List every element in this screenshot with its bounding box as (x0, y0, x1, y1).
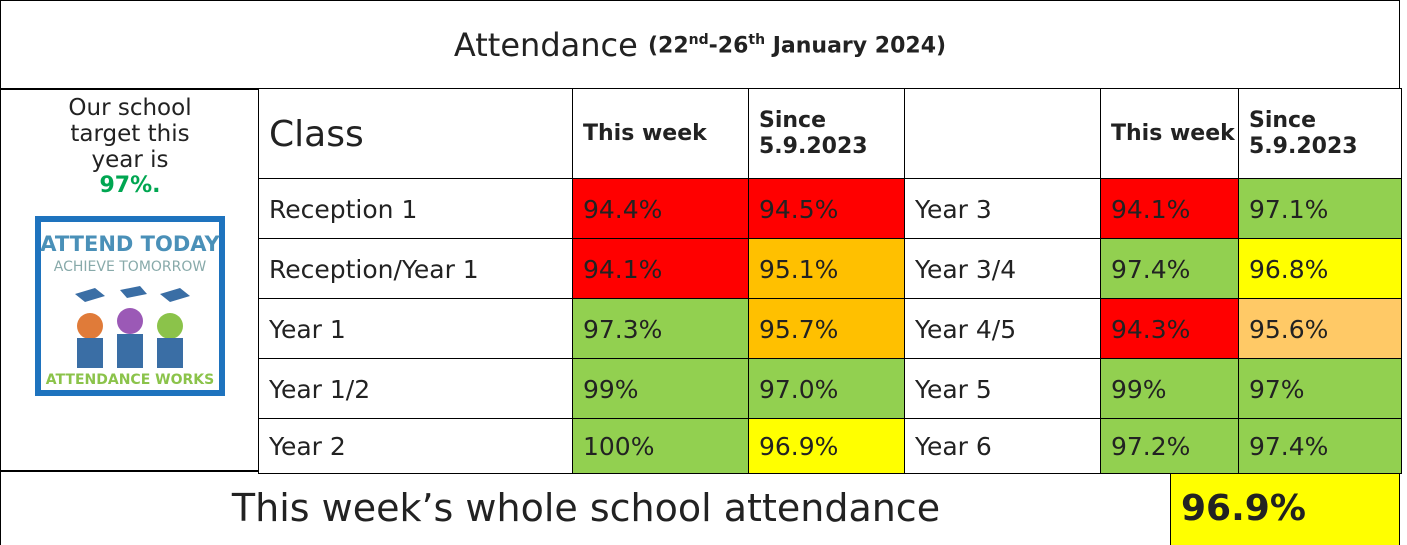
table-cell: 94.1% (1100, 178, 1240, 240)
cell-text: 97.4% (1111, 255, 1190, 284)
cell-text: 94.1% (1111, 195, 1190, 224)
table-cell: 99% (572, 358, 750, 420)
table-cell: 96.8% (1238, 238, 1402, 300)
cell-text: Year 3/4 (915, 255, 1016, 284)
cell-text: 97.4% (1249, 432, 1328, 461)
badge-line: ACHIEVE TOMORROW (54, 259, 207, 275)
table-cell: Year 3/4 (904, 238, 1102, 300)
table-cell: 94.5% (748, 178, 906, 240)
table-cell: 97% (1238, 358, 1402, 420)
cell-text: Since 5.9.2023 (1249, 108, 1401, 161)
cell-text: 94.1% (583, 255, 662, 284)
cell-text: Class (269, 114, 364, 155)
cell-text: Year 1/2 (269, 375, 370, 404)
cell-text: Year 4/5 (915, 315, 1016, 344)
cell-text: 97.0% (759, 375, 838, 404)
table-cell: 97.4% (1238, 418, 1402, 474)
footer-label: This week’s whole school attendance (232, 486, 940, 530)
attendance-sheet: Attendance (22nd-26th January 2024) Our … (0, 0, 1407, 543)
footer-value: 96.9% (1181, 488, 1306, 529)
header-cell: This week (572, 88, 750, 180)
cell-text: 97.2% (1111, 432, 1190, 461)
table-cell: Year 3 (904, 178, 1102, 240)
table-cell: 97.2% (1100, 418, 1240, 474)
cell-text: Reception/Year 1 (269, 255, 479, 284)
table-cell: 96.9% (748, 418, 906, 474)
table-cell: 97.3% (572, 298, 750, 360)
footer-value-cell: 96.9% (1170, 470, 1400, 545)
cell-text: 100% (583, 432, 654, 461)
cell-text: This week (583, 121, 707, 147)
header-cell: Since 5.9.2023 (1238, 88, 1402, 180)
cell-text: 95.1% (759, 255, 838, 284)
cell-text: This week (1111, 121, 1235, 147)
cell-text: Since 5.9.2023 (759, 108, 905, 161)
table-cell: 94.4% (572, 178, 750, 240)
table-cell: 97.1% (1238, 178, 1402, 240)
cell-text: 94.5% (759, 195, 838, 224)
date-start: (22 (648, 33, 689, 58)
table-cell: 94.1% (572, 238, 750, 300)
table-cell: Year 2 (258, 418, 574, 474)
cell-text: 94.4% (583, 195, 662, 224)
badge: ATTEND TODAY ACHIEVE TOMORROW ATTENDANCE… (35, 216, 225, 396)
table-cell: 95.6% (1238, 298, 1402, 360)
date-mid: -26 (709, 33, 749, 58)
table-cell: 94.3% (1100, 298, 1240, 360)
cell-text: Year 3 (915, 195, 992, 224)
title-cell: Attendance (22nd-26th January 2024) (0, 0, 1400, 90)
table-cell: 100% (572, 418, 750, 474)
table-cell: Reception 1 (258, 178, 574, 240)
cell-text: 95.6% (1249, 315, 1328, 344)
cell-text: 97% (1249, 375, 1305, 404)
badge-line: ATTEND TODAY (40, 232, 220, 256)
badge-line: ATTENDANCE WORKS (46, 372, 214, 388)
header-cell: This week (1100, 88, 1240, 180)
table-cell: Year 5 (904, 358, 1102, 420)
table-cell: 95.1% (748, 238, 906, 300)
date: (22nd-26th January 2024) (648, 32, 946, 58)
cell-text: 97.1% (1249, 195, 1328, 224)
date-sup: th (748, 32, 765, 48)
target-value: 97%. (99, 173, 160, 198)
cell-text: Year 6 (915, 432, 992, 461)
table-cell: Year 1 (258, 298, 574, 360)
cell-text: 99% (583, 375, 639, 404)
cell-text: 94.3% (1111, 315, 1190, 344)
target-text: Our school target this year is (45, 95, 215, 173)
target-panel: Our school target this year is 97%. ATTE… (0, 88, 260, 472)
table-cell: Year 6 (904, 418, 1102, 474)
cell-text: Reception 1 (269, 195, 417, 224)
date-end: January 2024) (765, 33, 946, 58)
cell-text: 96.8% (1249, 255, 1328, 284)
footer-label-cell: This week’s whole school attendance (0, 470, 1172, 545)
table-cell: 97.0% (748, 358, 906, 420)
table-cell: 95.7% (748, 298, 906, 360)
cell-text: 95.7% (759, 315, 838, 344)
header-cell (904, 88, 1102, 180)
date-sup: nd (689, 32, 709, 48)
cell-text: 96.9% (759, 432, 838, 461)
table-cell: Year 1/2 (258, 358, 574, 420)
table-cell: 99% (1100, 358, 1240, 420)
cell-text: Year 5 (915, 375, 992, 404)
cell-text: 97.3% (583, 315, 662, 344)
table-cell: 97.4% (1100, 238, 1240, 300)
table-cell: Reception/Year 1 (258, 238, 574, 300)
cell-text: Year 2 (269, 432, 346, 461)
title: Attendance (454, 26, 638, 64)
header-cell: Since 5.9.2023 (748, 88, 906, 180)
cell-text: Year 1 (269, 315, 346, 344)
table-cell: Class (258, 88, 574, 180)
cell-text: 99% (1111, 375, 1167, 404)
table-cell: Year 4/5 (904, 298, 1102, 360)
